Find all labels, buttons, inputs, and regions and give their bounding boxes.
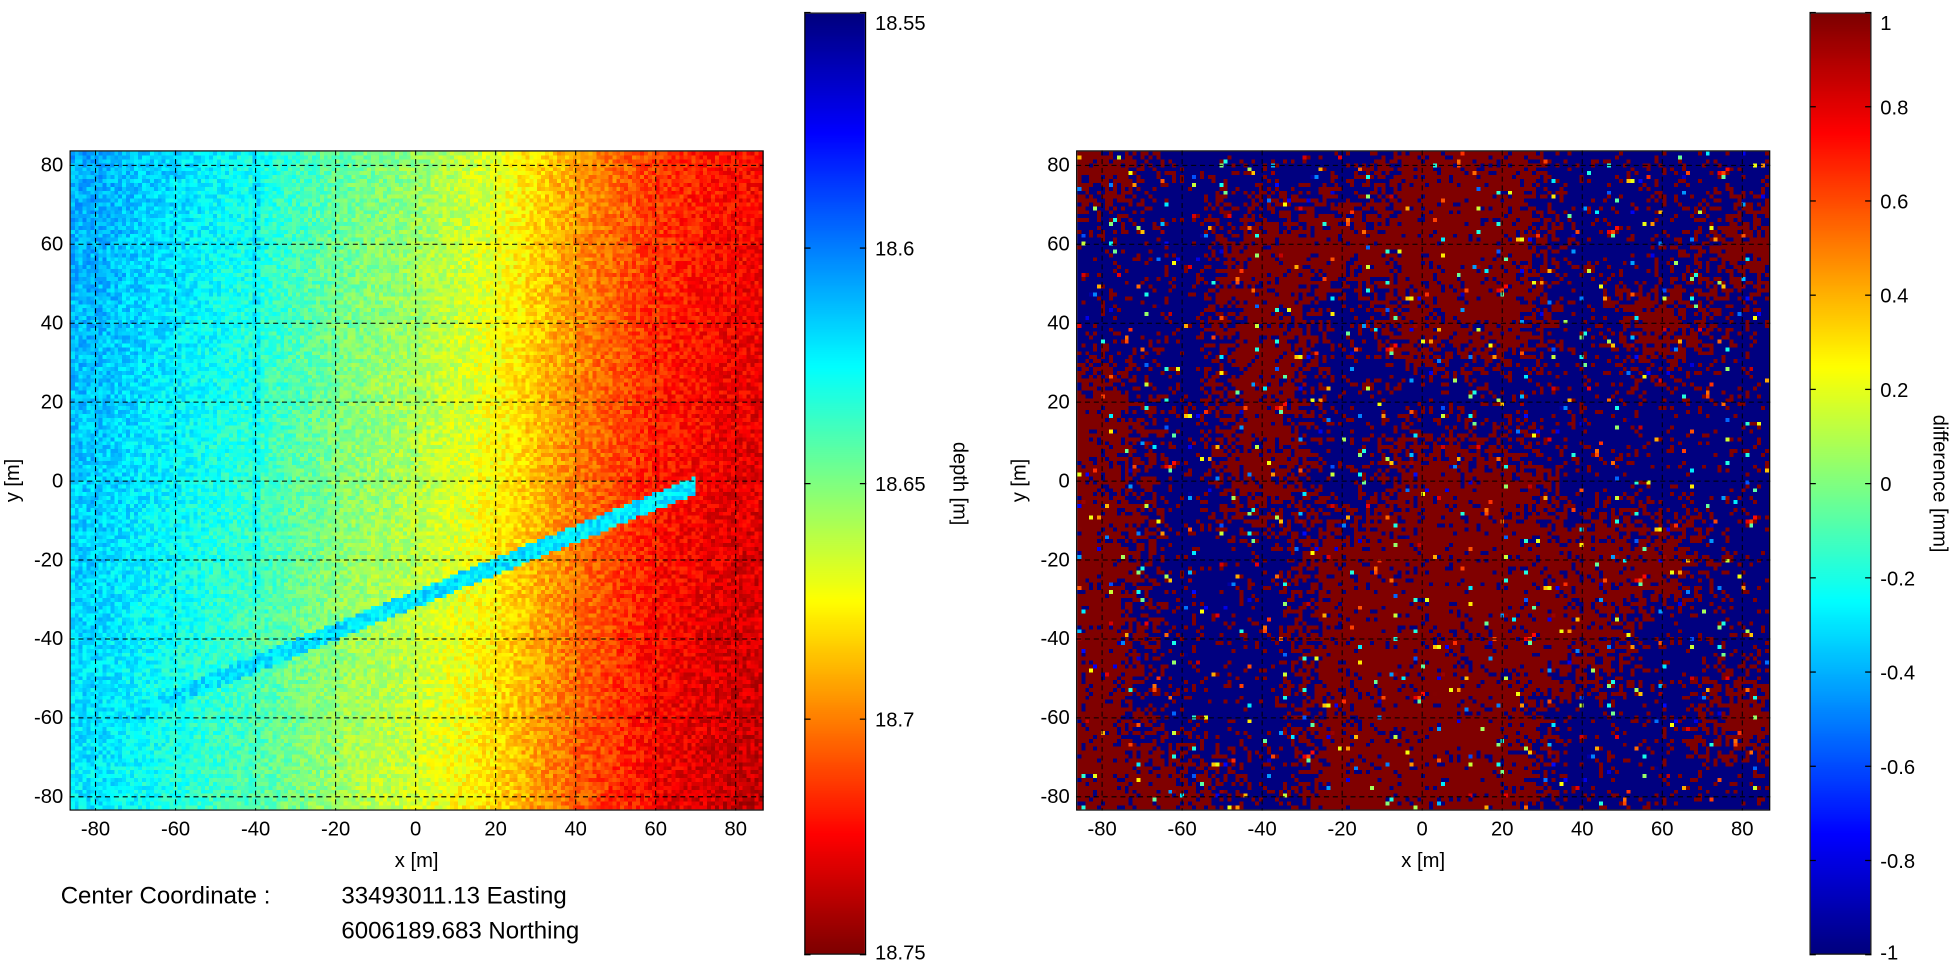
y-axis-label: y [m] xyxy=(2,459,24,502)
colorbar-tick-label: -1 xyxy=(1880,943,1898,965)
depth-heatmap xyxy=(69,150,764,811)
colorbar-tick-label: -0.4 xyxy=(1880,663,1915,685)
colorbar-label: difference [mm] xyxy=(1928,415,1950,553)
y-tick-label: 80 xyxy=(1047,155,1069,177)
x-tick-label: 20 xyxy=(1491,819,1513,841)
y-tick-label: 40 xyxy=(1047,313,1069,335)
x-tick-label: -80 xyxy=(1087,819,1116,841)
x-tick-label: 0 xyxy=(410,819,421,841)
y-tick-label: 60 xyxy=(1047,234,1069,256)
x-tick-label: 80 xyxy=(1731,819,1753,841)
x-tick-label: 80 xyxy=(725,819,747,841)
difference-colorbar xyxy=(1809,12,1872,955)
x-tick-label: 0 xyxy=(1417,819,1428,841)
y-tick-label: -20 xyxy=(34,549,63,571)
colorbar-tick-label: 1 xyxy=(1880,13,1891,35)
y-tick-label: -60 xyxy=(34,707,63,729)
colorbar-tick-label: -0.6 xyxy=(1880,757,1915,779)
y-tick-label: -40 xyxy=(34,628,63,650)
difference-heatmap xyxy=(1076,150,1771,811)
colorbar-tick-label: 18.75 xyxy=(875,943,926,965)
colorbar-tick-label: 18.55 xyxy=(875,13,926,35)
y-tick-label: -40 xyxy=(1041,628,1070,650)
x-tick-label: -20 xyxy=(1328,819,1357,841)
x-tick-label: 40 xyxy=(1571,819,1593,841)
x-tick-label: -60 xyxy=(161,819,190,841)
depth-colorbar xyxy=(804,12,867,955)
y-tick-label: -80 xyxy=(34,786,63,808)
y-tick-label: -60 xyxy=(1041,707,1070,729)
y-tick-label: 0 xyxy=(1059,470,1070,492)
colorbar-tick-label: 18.6 xyxy=(875,239,914,261)
x-tick-label: -40 xyxy=(1248,819,1277,841)
colorbar-tick-label: -0.2 xyxy=(1880,568,1915,590)
y-tick-label: 80 xyxy=(41,155,63,177)
x-tick-label: 60 xyxy=(1651,819,1673,841)
colorbar-tick-label: 0.8 xyxy=(1880,97,1908,119)
x-tick-label: -60 xyxy=(1168,819,1197,841)
y-tick-label: 20 xyxy=(1047,391,1069,413)
y-tick-label: 0 xyxy=(52,470,63,492)
y-tick-label: 60 xyxy=(41,234,63,256)
y-tick-label: -80 xyxy=(1041,786,1070,808)
x-tick-label: 20 xyxy=(484,819,506,841)
x-axis-label: x [m] xyxy=(1401,850,1445,872)
center-coordinate-label: Center Coordinate : xyxy=(60,883,271,910)
colorbar-label: depth [m] xyxy=(948,442,970,526)
center-easting: 33493011.13 Easting xyxy=(341,883,567,910)
x-axis-label: x [m] xyxy=(395,850,439,872)
center-northing: 6006189.683 Northing xyxy=(341,918,580,945)
x-tick-label: -80 xyxy=(81,819,110,841)
colorbar-tick-label: 0.6 xyxy=(1880,192,1908,214)
colorbar-tick-label: 18.65 xyxy=(875,474,926,496)
y-tick-label: 20 xyxy=(41,391,63,413)
x-tick-label: 60 xyxy=(644,819,666,841)
x-tick-label: -40 xyxy=(241,819,270,841)
x-tick-label: 40 xyxy=(564,819,586,841)
colorbar-tick-label: 0.2 xyxy=(1880,380,1908,402)
y-tick-label: 40 xyxy=(41,313,63,335)
colorbar-tick-label: 0 xyxy=(1880,474,1891,496)
y-axis-label: y [m] xyxy=(1008,459,1030,502)
y-tick-label: -20 xyxy=(1041,549,1070,571)
colorbar-tick-label: 18.7 xyxy=(875,710,914,732)
colorbar-tick-label: 0.4 xyxy=(1880,286,1908,308)
x-tick-label: -20 xyxy=(321,819,350,841)
colorbar-tick-label: -0.8 xyxy=(1880,851,1915,873)
